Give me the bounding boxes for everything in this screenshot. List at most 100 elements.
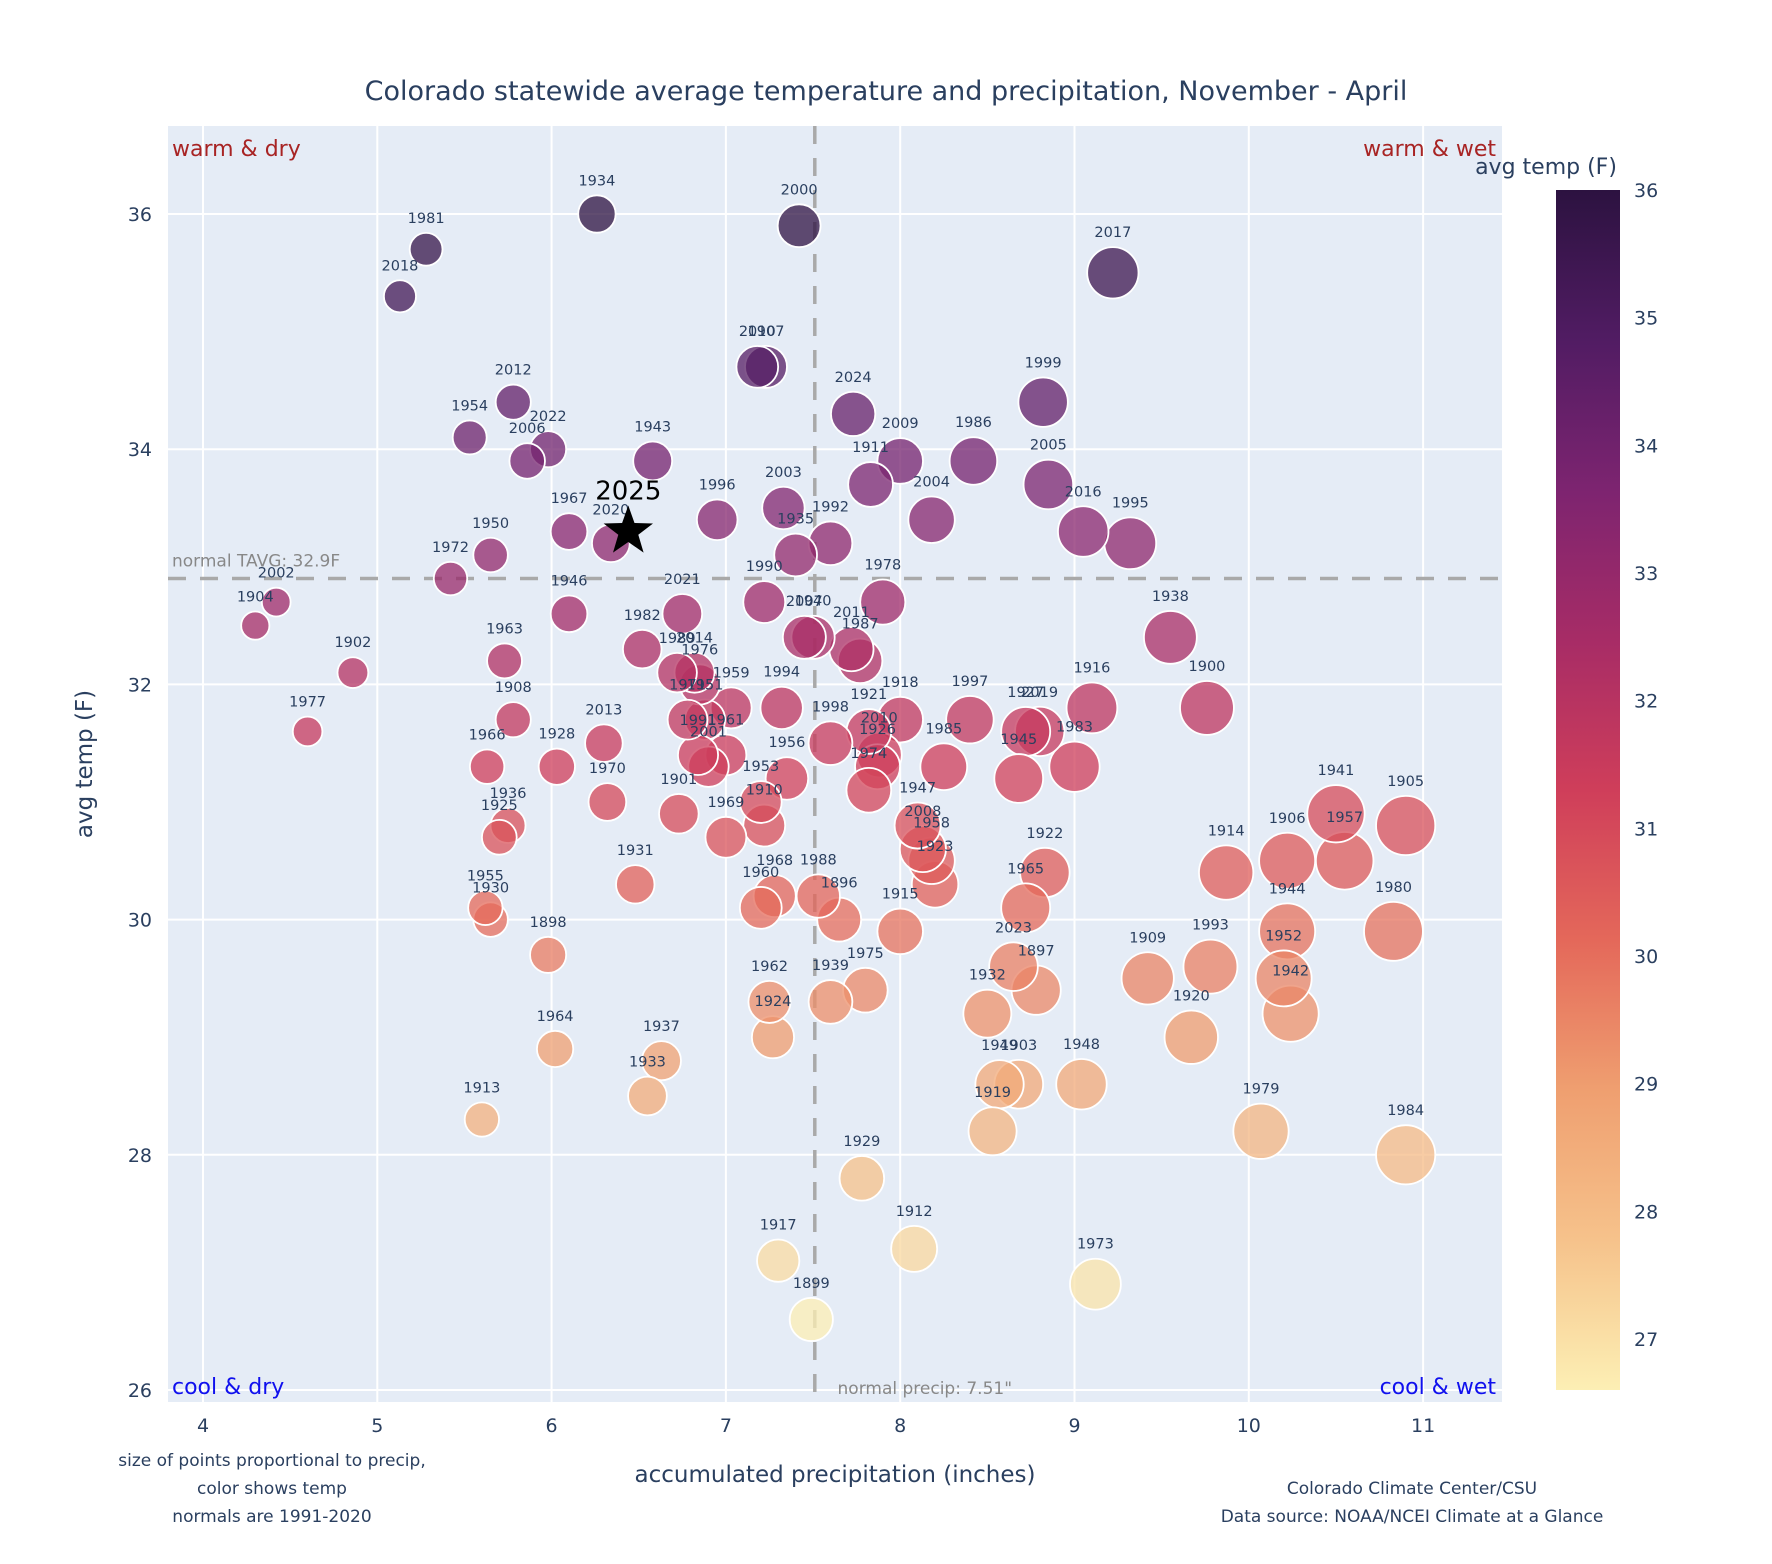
point-label: 2018 [382, 258, 419, 274]
data-point [627, 1075, 668, 1117]
x-tick-label: 5 [371, 1415, 383, 1437]
point-label: 1908 [495, 680, 532, 696]
point-label: 1970 [589, 761, 626, 777]
point-label: 1906 [1269, 811, 1306, 827]
point-label: 1966 [469, 727, 506, 743]
y-tick-label: 30 [128, 910, 152, 932]
point-label: 1934 [578, 173, 615, 189]
point-label: 1904 [237, 589, 274, 605]
point-label: 2005 [1030, 438, 1067, 454]
data-point [919, 742, 969, 792]
point-label: 2021 [664, 572, 701, 588]
data-point [577, 194, 617, 234]
point-label: 1944 [1269, 881, 1306, 897]
x-axis-title: accumulated precipitation (inches) [635, 1462, 1036, 1488]
point-label: 2011 [833, 605, 870, 621]
x-tick-label: 6 [546, 1415, 558, 1437]
data-point [1375, 795, 1437, 857]
data-point [735, 345, 780, 389]
point-label: 1998 [812, 699, 849, 715]
point-label: 1996 [699, 477, 736, 493]
data-point [742, 580, 787, 624]
data-point [945, 695, 995, 745]
point-label: 1924 [755, 994, 792, 1010]
data-point [383, 279, 417, 314]
point-label: 1988 [800, 852, 837, 868]
data-point [988, 941, 1039, 992]
point-label: 1928 [538, 727, 575, 743]
point-label: 2016 [1065, 484, 1102, 500]
point-labels: 1905 1984 1980 1957 1941 1942 1906 1944 1952 1979… [237, 173, 1424, 1292]
data-point [1163, 1009, 1219, 1065]
x-tick-label: 4 [197, 1415, 209, 1437]
data-point [788, 1296, 834, 1342]
point-label: 2019 [1021, 685, 1058, 701]
point-label: 2017 [1094, 225, 1131, 241]
data-point [967, 1106, 1018, 1157]
point-label: 1961 [707, 713, 744, 729]
point-label: 2024 [835, 370, 872, 386]
point-label: 1927 [1007, 685, 1044, 701]
point-label: 1907 [748, 324, 785, 340]
point-label: 1929 [843, 1134, 880, 1150]
data-point [1306, 784, 1366, 844]
point-label: 2013 [585, 702, 622, 718]
point-label: 1965 [1007, 861, 1044, 877]
point-label: 1918 [882, 675, 919, 691]
point-label: 1968 [756, 853, 793, 869]
point-label: 1902 [334, 635, 371, 651]
point-label: 1959 [713, 665, 750, 681]
colorbar-title: avg temp (F) [1475, 155, 1617, 180]
data-point [481, 818, 518, 856]
y-tick-label: 28 [128, 1145, 152, 1167]
point-label: 1941 [1317, 763, 1354, 779]
data-point [1120, 951, 1175, 1006]
data-point [738, 780, 783, 824]
data-point [432, 560, 469, 597]
point-label: 1931 [617, 843, 654, 859]
data-point [845, 766, 893, 814]
data-point [759, 685, 804, 731]
point-label: 1987 [842, 617, 879, 633]
data-point [640, 1040, 682, 1082]
point-label: 1925 [481, 798, 518, 814]
x-tick-label: 8 [894, 1415, 906, 1437]
data-point [463, 1101, 500, 1138]
data-point [658, 793, 700, 835]
quadrant-label-warm-wet: warm & wet [1363, 137, 1496, 162]
data-point [695, 498, 739, 541]
data-point [962, 988, 1013, 1039]
data-point [291, 715, 324, 748]
point-label: 1971 [669, 678, 706, 694]
data-point [260, 586, 292, 618]
colorbar-tick-label: 36 [1634, 180, 1658, 202]
data-point [467, 889, 504, 926]
data-point [240, 610, 271, 641]
point-label: 1947 [899, 780, 936, 796]
data-point [508, 442, 546, 480]
point-label: 1974 [850, 746, 887, 762]
point-label: 1909 [1129, 930, 1166, 946]
data-point [704, 815, 748, 859]
data-point [537, 747, 576, 786]
point-label: 2008 [904, 804, 941, 820]
point-label: 1914 [1208, 823, 1245, 839]
data-point [666, 698, 709, 741]
y-tick-label: 26 [128, 1380, 152, 1402]
point-label: 1942 [1272, 964, 1309, 980]
data-point [1017, 376, 1069, 428]
data-point [773, 532, 818, 578]
data-point [876, 907, 924, 956]
point-label: 1972 [432, 540, 469, 556]
data-point [738, 886, 783, 930]
data-point [1065, 681, 1119, 735]
point-label: 1901 [660, 772, 697, 788]
point-label: 1983 [1056, 720, 1093, 736]
point-label: 1920 [1173, 988, 1210, 1004]
point-label: 1958 [913, 816, 950, 832]
data-point [993, 753, 1045, 804]
normal-precip-label: normal precip: 7.51" [838, 1379, 1013, 1399]
point-label: 2023 [995, 920, 1032, 936]
data-point [838, 1155, 886, 1202]
point-label: 1900 [1189, 659, 1226, 675]
